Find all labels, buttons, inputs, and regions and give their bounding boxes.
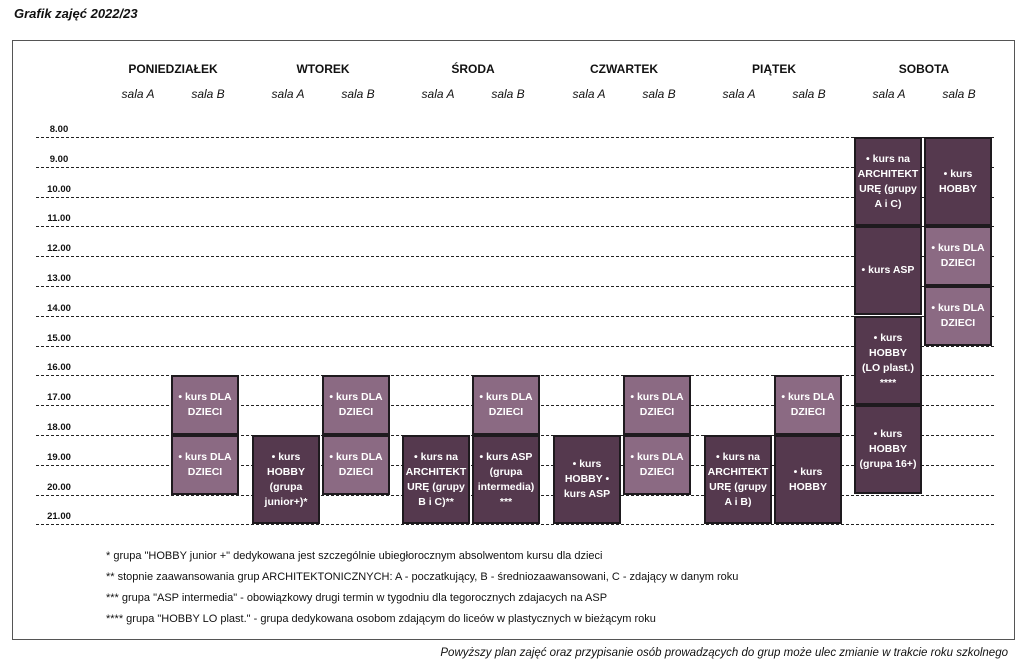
- grid-line: [36, 167, 994, 168]
- class-block-label: • kurs HOBBY: [789, 465, 827, 493]
- class-block: • kurs ASP (grupa intermedia) ***: [472, 435, 540, 524]
- room-label-b: sala B: [642, 87, 676, 101]
- class-block-label: • kurs DLA DZIECI: [329, 451, 383, 478]
- grid-line: [36, 316, 994, 317]
- class-block-label: • kurs ASP (grupa intermedia) ***: [477, 450, 535, 508]
- grid-line: [36, 524, 994, 525]
- hour-label: 13.00: [47, 273, 71, 284]
- grid-line: [36, 197, 994, 198]
- schedule-frame: [12, 40, 1015, 640]
- class-block-label: • kurs na ARCHITEKT URĘ (grupy A i B): [707, 450, 769, 508]
- room-label-a: sala A: [722, 87, 756, 101]
- class-block: • kurs HOBBY (grupa 16+): [854, 405, 922, 494]
- class-block-label: • kurs DLA DZIECI: [630, 451, 684, 478]
- class-block-label: • kurs DLA DZIECI: [931, 242, 985, 269]
- footnote: *** grupa "ASP intermedia" - obowiązkowy…: [106, 592, 608, 604]
- class-block: • kurs DLA DZIECI: [924, 286, 992, 346]
- class-block-label: • kurs HOBBY (grupa 16+): [859, 428, 917, 470]
- class-block-label: • kurs HOBBY (LO plast.) ****: [862, 331, 914, 389]
- day-header: SOBOTA: [898, 62, 950, 76]
- hour-label: 18.00: [47, 422, 71, 433]
- class-block: • kurs DLA DZIECI: [171, 375, 239, 435]
- day-header: WTOREK: [296, 62, 350, 76]
- day-header: ŚRODA: [451, 62, 495, 76]
- class-block-label: • kurs na ARCHITEKT URĘ (grupy B i C)**: [405, 450, 467, 508]
- class-block: • kurs DLA DZIECI: [472, 375, 540, 435]
- class-block: • kurs DLA DZIECI: [924, 226, 992, 286]
- hour-label: 10.00: [47, 184, 71, 195]
- class-block: • kurs DLA DZIECI: [322, 375, 390, 435]
- class-block: • kurs ASP: [854, 226, 922, 315]
- class-block-label: • kurs na ARCHITEKT URĘ (grupy A i C): [857, 152, 919, 210]
- room-label-b: sala B: [792, 87, 826, 101]
- room-label-b: sala B: [491, 87, 525, 101]
- footer-note: Powyższy plan zajęć oraz przypisanie osó…: [440, 647, 1008, 659]
- class-block: • kurs DLA DZIECI: [171, 435, 239, 495]
- class-block-label: • kurs DLA DZIECI: [931, 302, 985, 329]
- class-block-label: • kurs ASP: [861, 264, 915, 276]
- class-block-label: • kurs DLA DZIECI: [178, 391, 232, 418]
- footnote: ** stopnie zaawansowania grup ARCHITEKTO…: [106, 571, 739, 583]
- room-label-a: sala A: [572, 87, 606, 101]
- hour-label: 16.00: [47, 362, 71, 373]
- hour-label: 14.00: [47, 303, 71, 314]
- hour-label: 8.00: [49, 124, 69, 135]
- footnote: **** grupa "HOBBY LO plast." - grupa ded…: [106, 613, 656, 625]
- grid-line: [36, 226, 994, 227]
- class-block: • kurs HOBBY: [924, 137, 992, 226]
- class-block: • kurs DLA DZIECI: [623, 435, 691, 495]
- hour-label: 12.00: [47, 243, 71, 254]
- day-header: CZWARTEK: [590, 62, 658, 76]
- class-block-label: • kurs DLA DZIECI: [479, 391, 533, 418]
- grid-line: [36, 256, 994, 257]
- page-title: Grafik zajęć 2022/23: [14, 6, 138, 21]
- hour-label: 20.00: [47, 482, 71, 493]
- class-block: • kurs DLA DZIECI: [774, 375, 842, 435]
- room-label-b: sala B: [942, 87, 976, 101]
- room-label-a: sala A: [271, 87, 305, 101]
- class-block-label: • kurs HOBBY (grupa junior+)*: [264, 450, 308, 508]
- class-block-label: • kurs DLA DZIECI: [630, 391, 684, 418]
- hour-label: 15.00: [47, 333, 71, 344]
- class-block-label: • kurs DLA DZIECI: [178, 451, 232, 478]
- class-block: • kurs HOBBY • kurs ASP: [553, 435, 621, 524]
- room-label-a: sala A: [872, 87, 906, 101]
- hour-label: 17.00: [47, 392, 71, 403]
- class-block: • kurs HOBBY (LO plast.) ****: [854, 316, 922, 405]
- class-block-label: • kurs DLA DZIECI: [329, 391, 383, 418]
- grid-line: [36, 346, 994, 347]
- grid-line: [36, 137, 994, 138]
- class-block: • kurs na ARCHITEKT URĘ (grupy A i C): [854, 137, 922, 226]
- footnote: * grupa "HOBBY junior +" dedykowana jest…: [106, 550, 603, 562]
- class-block-label: • kurs HOBBY • kurs ASP: [563, 458, 611, 500]
- day-header: PIĄTEK: [751, 62, 796, 76]
- room-label-a: sala A: [121, 87, 155, 101]
- room-label-a: sala A: [421, 87, 455, 101]
- hour-label: 11.00: [47, 213, 71, 224]
- class-block: • kurs HOBBY (grupa junior+)*: [252, 435, 320, 524]
- hour-label: 9.00: [49, 154, 69, 165]
- room-label-b: sala B: [341, 87, 375, 101]
- hour-label: 21.00: [47, 511, 71, 522]
- class-block: • kurs DLA DZIECI: [322, 435, 390, 495]
- class-block: • kurs na ARCHITEKT URĘ (grupy A i B): [704, 435, 772, 524]
- room-label-b: sala B: [191, 87, 225, 101]
- class-block: • kurs DLA DZIECI: [623, 375, 691, 435]
- class-block: • kurs HOBBY: [774, 435, 842, 524]
- class-block: • kurs na ARCHITEKT URĘ (grupy B i C)**: [402, 435, 470, 524]
- class-block-label: • kurs HOBBY: [939, 167, 977, 195]
- day-header: PONIEDZIAŁEK: [128, 62, 218, 76]
- class-block-label: • kurs DLA DZIECI: [781, 391, 835, 418]
- hour-label: 19.00: [47, 452, 71, 463]
- grid-line: [36, 286, 994, 287]
